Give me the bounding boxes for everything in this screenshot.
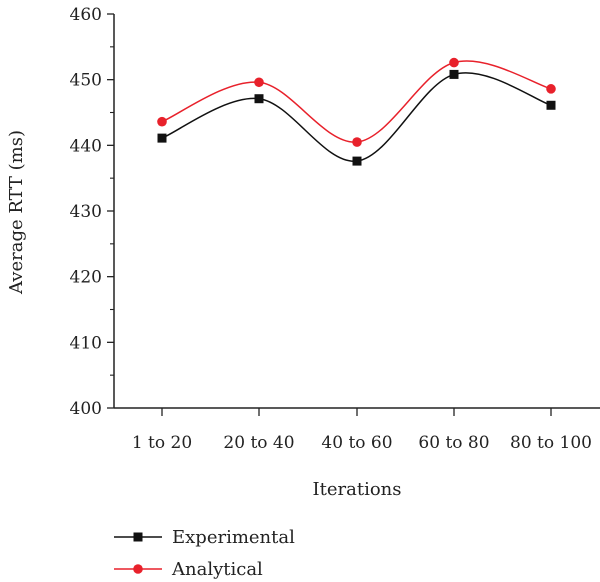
data-point-square <box>449 69 459 79</box>
legend: Experimental Analytical <box>114 527 295 580</box>
legend-label: Analytical <box>171 559 263 580</box>
axes <box>113 14 600 409</box>
series-analytical <box>157 57 556 147</box>
y-tick-label: 410 <box>70 333 102 353</box>
data-point-square <box>157 133 167 143</box>
x-tick-label: 60 to 80 <box>418 433 489 453</box>
legend-marker-square <box>133 532 143 542</box>
y-tick-label: 420 <box>70 268 102 288</box>
y-tick-label: 450 <box>70 71 102 91</box>
x-tick-label: 1 to 20 <box>132 433 192 453</box>
data-point-square <box>254 94 264 104</box>
data-point-circle <box>254 77 264 88</box>
series-line <box>161 60 552 143</box>
data-point-circle <box>546 84 556 94</box>
x-ticks: 1 to 20 20 to 40 40 to 60 60 to 80 80 to 100 <box>132 408 592 453</box>
x-tick-label: 40 to 60 <box>321 433 392 453</box>
y-tick-label: 400 <box>70 399 102 419</box>
legend-marker-circle <box>133 564 143 574</box>
data-point-circle <box>157 116 167 127</box>
series-experimental <box>157 69 556 166</box>
legend-item: Experimental <box>114 527 295 548</box>
series-layer <box>157 57 556 166</box>
series-line <box>161 72 552 162</box>
legend-label: Experimental <box>172 527 295 548</box>
y-tick-label: 460 <box>70 5 102 25</box>
y-tick-label: 430 <box>70 202 102 222</box>
y-ticks: 400 410 420 430 440 450 460 <box>70 5 114 419</box>
data-point-square <box>352 156 362 166</box>
data-point-square <box>546 100 556 110</box>
legend-item: Analytical <box>114 559 263 580</box>
y-axis-title: Average RTT (ms) <box>6 130 27 295</box>
x-tick-label: 80 to 100 <box>510 433 592 453</box>
data-point-circle <box>449 57 459 68</box>
y-tick-label: 440 <box>70 136 102 156</box>
x-tick-label: 20 to 40 <box>223 433 294 453</box>
data-point-circle <box>352 137 362 147</box>
x-axis-title: Iterations <box>313 479 402 500</box>
